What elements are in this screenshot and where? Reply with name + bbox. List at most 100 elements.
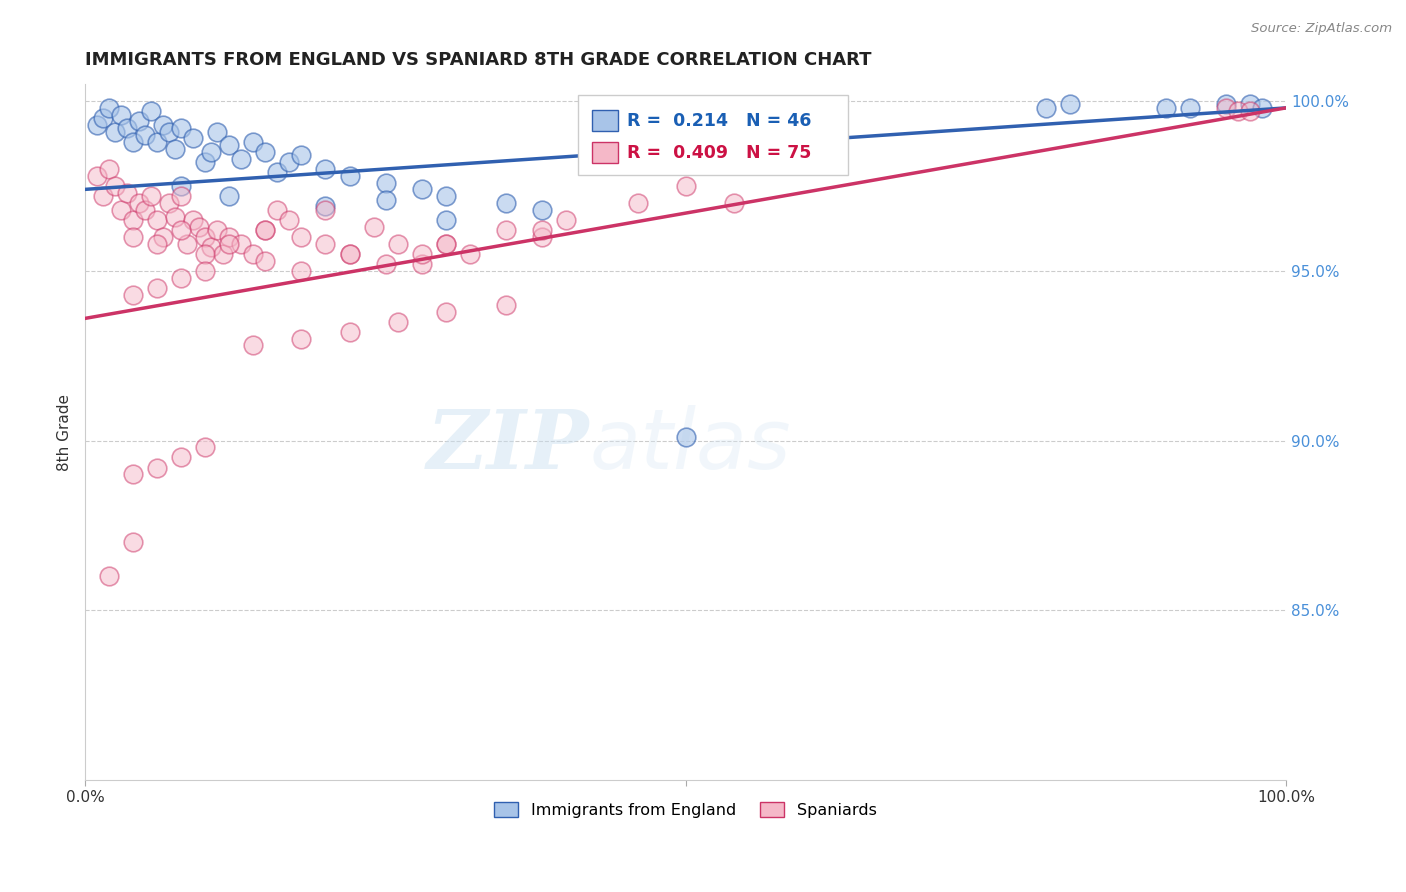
Point <box>122 135 145 149</box>
Point <box>434 213 457 227</box>
Point <box>122 287 145 301</box>
Point <box>110 108 132 122</box>
Point <box>458 247 481 261</box>
Point <box>278 213 301 227</box>
Point <box>170 270 193 285</box>
Point <box>152 230 174 244</box>
Point <box>188 219 211 234</box>
Point <box>165 210 187 224</box>
Point <box>1059 97 1081 112</box>
Point <box>170 189 193 203</box>
Point <box>374 257 396 271</box>
Point <box>723 195 745 210</box>
Point <box>411 257 433 271</box>
Point <box>339 247 361 261</box>
Point <box>122 535 145 549</box>
Point <box>218 230 240 244</box>
Point <box>146 135 169 149</box>
Point <box>495 195 517 210</box>
Point <box>266 165 288 179</box>
Point <box>1239 104 1261 119</box>
Point <box>1239 97 1261 112</box>
Point <box>194 155 217 169</box>
Point <box>122 230 145 244</box>
Point <box>675 430 697 444</box>
Point <box>134 128 156 142</box>
Point <box>530 230 553 244</box>
Point <box>146 460 169 475</box>
Point <box>411 182 433 196</box>
Point <box>93 189 115 203</box>
Text: ZIP: ZIP <box>427 406 589 486</box>
Point <box>194 440 217 454</box>
Point <box>207 125 229 139</box>
Point <box>254 223 277 237</box>
Legend: Immigrants from England, Spaniards: Immigrants from England, Spaniards <box>488 796 883 824</box>
Point <box>146 213 169 227</box>
Bar <box>592 143 619 163</box>
Point <box>1035 101 1057 115</box>
Text: Source: ZipAtlas.com: Source: ZipAtlas.com <box>1251 22 1392 36</box>
Point <box>374 193 396 207</box>
Point <box>1215 101 1237 115</box>
Point <box>242 135 264 149</box>
Point <box>86 118 108 132</box>
Point <box>170 121 193 136</box>
Point <box>122 467 145 482</box>
Point <box>134 202 156 217</box>
Point <box>194 264 217 278</box>
Point <box>434 189 457 203</box>
Point <box>339 169 361 183</box>
Point <box>117 186 139 200</box>
Point <box>315 202 337 217</box>
Point <box>1226 104 1249 119</box>
Point <box>339 325 361 339</box>
Point <box>207 223 229 237</box>
Point <box>290 148 312 162</box>
Point <box>218 189 240 203</box>
Point <box>434 236 457 251</box>
Point <box>141 189 163 203</box>
Point <box>315 161 337 176</box>
Point <box>495 298 517 312</box>
Point <box>200 145 222 159</box>
Point <box>1215 97 1237 112</box>
Point <box>627 195 650 210</box>
Point <box>1251 101 1274 115</box>
Point <box>530 223 553 237</box>
Point <box>290 332 312 346</box>
Point <box>254 145 277 159</box>
Point <box>1178 101 1201 115</box>
Point <box>266 202 288 217</box>
Point <box>495 223 517 237</box>
Point <box>194 230 217 244</box>
Point <box>104 178 127 193</box>
Point <box>242 338 264 352</box>
Point <box>387 315 409 329</box>
Point <box>146 281 169 295</box>
Point <box>98 161 121 176</box>
Point <box>128 114 150 128</box>
Point <box>98 101 121 115</box>
Point <box>254 223 277 237</box>
Point <box>176 236 198 251</box>
Point <box>200 240 222 254</box>
Point <box>194 247 217 261</box>
Point <box>218 236 240 251</box>
Point <box>290 230 312 244</box>
Point <box>242 247 264 261</box>
Point <box>183 131 205 145</box>
Point <box>530 202 553 217</box>
Point <box>554 213 576 227</box>
Y-axis label: 8th Grade: 8th Grade <box>58 393 72 471</box>
Point <box>170 223 193 237</box>
Point <box>152 118 174 132</box>
Point <box>183 213 205 227</box>
Point <box>122 213 145 227</box>
Point <box>86 169 108 183</box>
Point <box>434 236 457 251</box>
Point <box>110 202 132 217</box>
Point <box>231 236 253 251</box>
FancyBboxPatch shape <box>578 95 848 175</box>
Point <box>212 247 235 261</box>
